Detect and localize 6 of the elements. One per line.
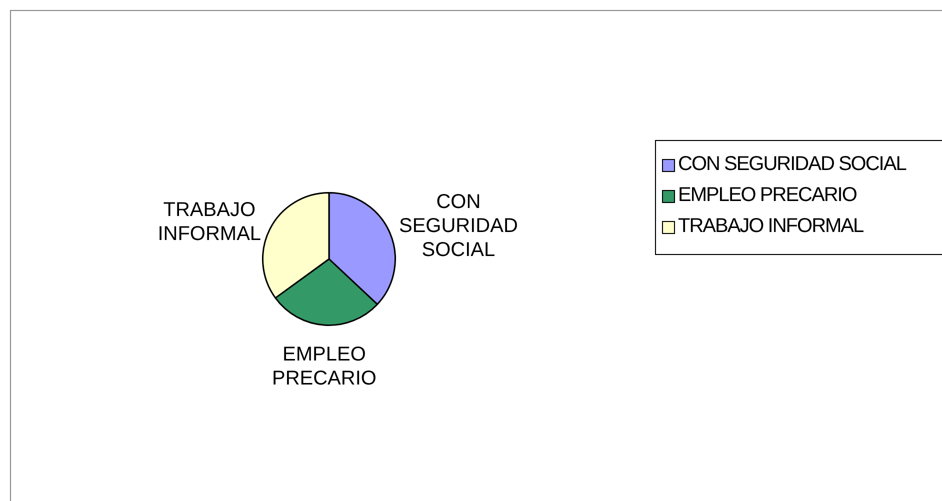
legend-label: TRABAJO INFORMAL — [678, 215, 864, 238]
legend-label: EMPLEO PRECARIO — [678, 184, 856, 207]
slice-label: EMPLEO PRECARIO — [272, 344, 376, 390]
slice-label: CON SEGURIDAD SOCIAL — [398, 191, 518, 262]
slice-label: TRABAJO INFORMAL — [158, 198, 262, 245]
legend-label: CON SEGURIDAD SOCIAL — [678, 153, 906, 176]
